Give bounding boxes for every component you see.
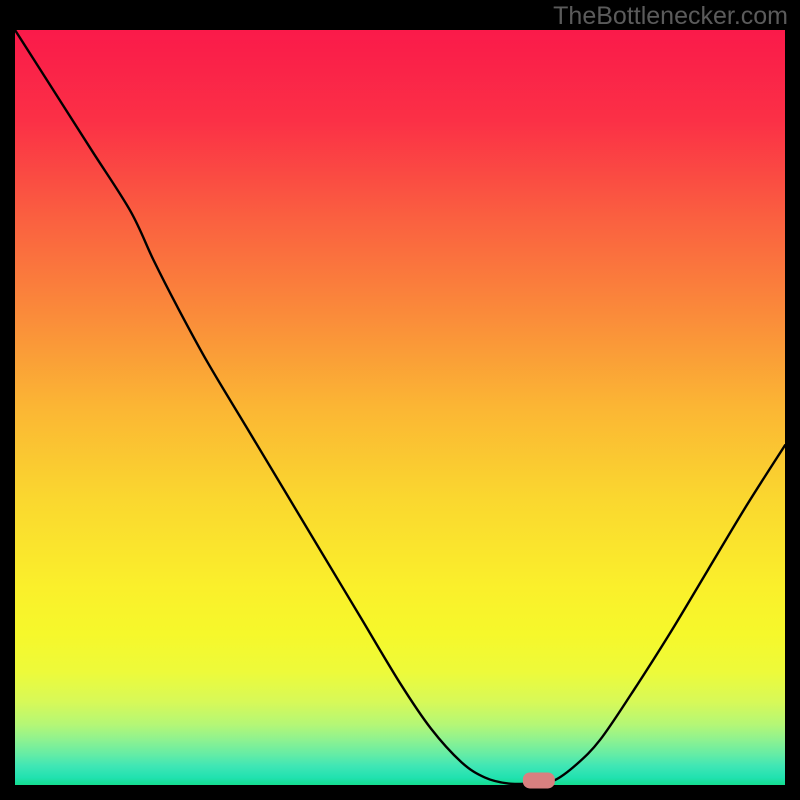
- bottleneck-curve: [15, 30, 785, 785]
- plot-area: [15, 30, 785, 785]
- optimal-marker: [522, 773, 554, 788]
- watermark-text: TheBottlenecker.com: [553, 2, 788, 31]
